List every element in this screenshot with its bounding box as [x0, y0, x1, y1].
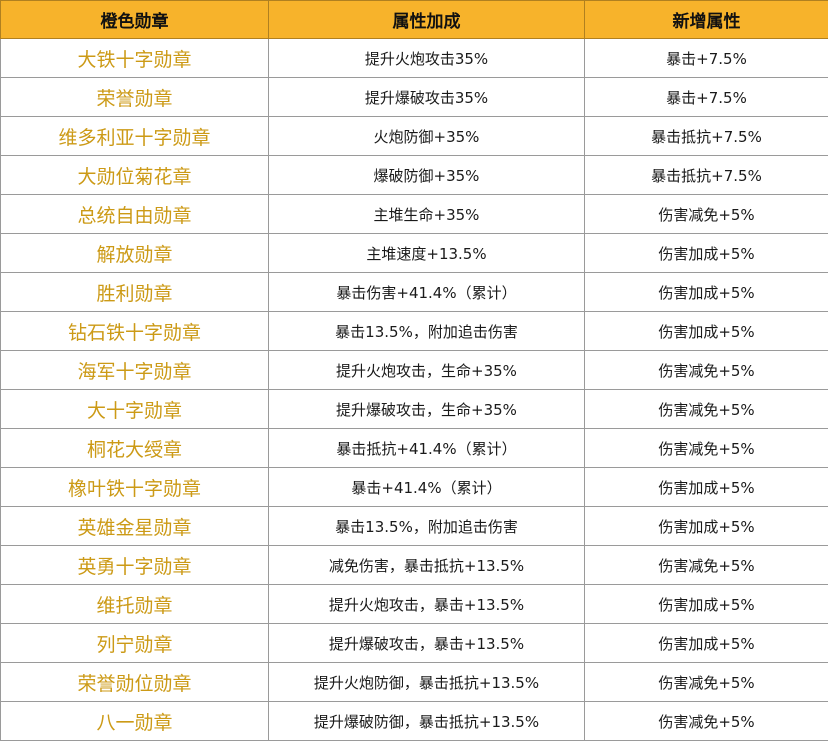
new-attribute-cell: 伤害加成+5%: [584, 623, 828, 663]
medal-name-cell: 大勋位菊花章: [0, 155, 269, 195]
medal-name-cell: 大铁十字勋章: [0, 38, 269, 78]
medal-name-cell: 维托勋章: [0, 584, 269, 624]
attribute-bonus-cell: 提升火炮攻击，生命+35%: [268, 350, 585, 390]
new-attribute-cell: 伤害减免+5%: [584, 662, 828, 702]
medal-name-cell: 钻石铁十字勋章: [0, 311, 269, 351]
new-attribute-cell: 伤害加成+5%: [584, 584, 828, 624]
table-row: 海军十字勋章 提升火炮攻击，生命+35% 伤害减免+5%: [0, 350, 828, 390]
new-attribute-cell: 伤害减免+5%: [584, 701, 828, 741]
attribute-bonus-cell: 提升爆破攻击，生命+35%: [268, 389, 585, 429]
new-attribute-cell: 伤害加成+5%: [584, 311, 828, 351]
new-attribute-cell: 暴击+7.5%: [584, 77, 828, 117]
table-row: 八一勋章 提升爆破防御，暴击抵抗+13.5% 伤害减免+5%: [0, 701, 828, 741]
table-body: 大铁十字勋章 提升火炮攻击35% 暴击+7.5% 荣誉勋章 提升爆破攻击35% 暴击+7.…: [0, 38, 828, 741]
header-row: 橙色勋章 属性加成 新增属性: [0, 0, 828, 39]
attribute-bonus-cell: 暴击伤害+41.4%（累计）: [268, 272, 585, 312]
attribute-bonus-cell: 主堆速度+13.5%: [268, 233, 585, 273]
medal-name-cell: 桐花大绶章: [0, 428, 269, 468]
new-attribute-cell: 伤害减免+5%: [584, 350, 828, 390]
new-attribute-cell: 伤害减免+5%: [584, 194, 828, 234]
medal-name-cell: 英勇十字勋章: [0, 545, 269, 585]
medal-name-cell: 荣誉勋位勋章: [0, 662, 269, 702]
medal-name-cell: 大十字勋章: [0, 389, 269, 429]
new-attribute-cell: 伤害加成+5%: [584, 506, 828, 546]
attribute-bonus-cell: 暴击13.5%，附加追击伤害: [268, 311, 585, 351]
new-attribute-cell: 伤害减免+5%: [584, 389, 828, 429]
attribute-bonus-cell: 暴击+41.4%（累计）: [268, 467, 585, 507]
attribute-bonus-cell: 提升火炮攻击35%: [268, 38, 585, 78]
new-attribute-cell: 伤害加成+5%: [584, 272, 828, 312]
attribute-bonus-cell: 减免伤害，暴击抵抗+13.5%: [268, 545, 585, 585]
header-new-attribute: 新增属性: [584, 0, 828, 39]
medal-name-cell: 英雄金星勋章: [0, 506, 269, 546]
attribute-bonus-cell: 暴击13.5%，附加追击伤害: [268, 506, 585, 546]
header-medal: 橙色勋章: [0, 0, 269, 39]
attribute-bonus-cell: 暴击抵抗+41.4%（累计）: [268, 428, 585, 468]
table-row: 桐花大绶章 暴击抵抗+41.4%（累计） 伤害减免+5%: [0, 428, 828, 468]
table-row: 大勋位菊花章 爆破防御+35% 暴击抵抗+7.5%: [0, 155, 828, 195]
medal-name-cell: 海军十字勋章: [0, 350, 269, 390]
new-attribute-cell: 暴击抵抗+7.5%: [584, 155, 828, 195]
attribute-bonus-cell: 提升爆破防御，暴击抵抗+13.5%: [268, 701, 585, 741]
table-row: 维多利亚十字勋章 火炮防御+35% 暴击抵抗+7.5%: [0, 116, 828, 156]
table-row: 钻石铁十字勋章 暴击13.5%，附加追击伤害 伤害加成+5%: [0, 311, 828, 351]
attribute-bonus-cell: 提升爆破攻击，暴击+13.5%: [268, 623, 585, 663]
table-row: 英勇十字勋章 减免伤害，暴击抵抗+13.5% 伤害减免+5%: [0, 545, 828, 585]
header-attribute-bonus: 属性加成: [268, 0, 585, 39]
table-row: 解放勋章 主堆速度+13.5% 伤害加成+5%: [0, 233, 828, 273]
table-row: 橡叶铁十字勋章 暴击+41.4%（累计） 伤害加成+5%: [0, 467, 828, 507]
medal-name-cell: 解放勋章: [0, 233, 269, 273]
medal-name-cell: 维多利亚十字勋章: [0, 116, 269, 156]
attribute-bonus-cell: 主堆生命+35%: [268, 194, 585, 234]
new-attribute-cell: 伤害加成+5%: [584, 233, 828, 273]
table-row: 荣誉勋位勋章 提升火炮防御，暴击抵抗+13.5% 伤害减免+5%: [0, 662, 828, 702]
table-row: 大铁十字勋章 提升火炮攻击35% 暴击+7.5%: [0, 38, 828, 78]
table-header: 橙色勋章 属性加成 新增属性: [0, 0, 828, 39]
new-attribute-cell: 暴击+7.5%: [584, 38, 828, 78]
medal-name-cell: 荣誉勋章: [0, 77, 269, 117]
medal-name-cell: 八一勋章: [0, 701, 269, 741]
table-row: 荣誉勋章 提升爆破攻击35% 暴击+7.5%: [0, 77, 828, 117]
new-attribute-cell: 暴击抵抗+7.5%: [584, 116, 828, 156]
table-row: 大十字勋章 提升爆破攻击，生命+35% 伤害减免+5%: [0, 389, 828, 429]
attribute-bonus-cell: 提升火炮防御，暴击抵抗+13.5%: [268, 662, 585, 702]
attribute-bonus-cell: 爆破防御+35%: [268, 155, 585, 195]
table-row: 胜利勋章 暴击伤害+41.4%（累计） 伤害加成+5%: [0, 272, 828, 312]
attribute-bonus-cell: 提升爆破攻击35%: [268, 77, 585, 117]
attribute-bonus-cell: 提升火炮攻击，暴击+13.5%: [268, 584, 585, 624]
medal-name-cell: 列宁勋章: [0, 623, 269, 663]
table-row: 维托勋章 提升火炮攻击，暴击+13.5% 伤害加成+5%: [0, 584, 828, 624]
attribute-bonus-cell: 火炮防御+35%: [268, 116, 585, 156]
medal-name-cell: 总统自由勋章: [0, 194, 269, 234]
table-row: 列宁勋章 提升爆破攻击，暴击+13.5% 伤害加成+5%: [0, 623, 828, 663]
table-row: 英雄金星勋章 暴击13.5%，附加追击伤害 伤害加成+5%: [0, 506, 828, 546]
new-attribute-cell: 伤害减免+5%: [584, 428, 828, 468]
medal-name-cell: 胜利勋章: [0, 272, 269, 312]
new-attribute-cell: 伤害加成+5%: [584, 467, 828, 507]
table-row: 总统自由勋章 主堆生命+35% 伤害减免+5%: [0, 194, 828, 234]
new-attribute-cell: 伤害减免+5%: [584, 545, 828, 585]
medal-name-cell: 橡叶铁十字勋章: [0, 467, 269, 507]
